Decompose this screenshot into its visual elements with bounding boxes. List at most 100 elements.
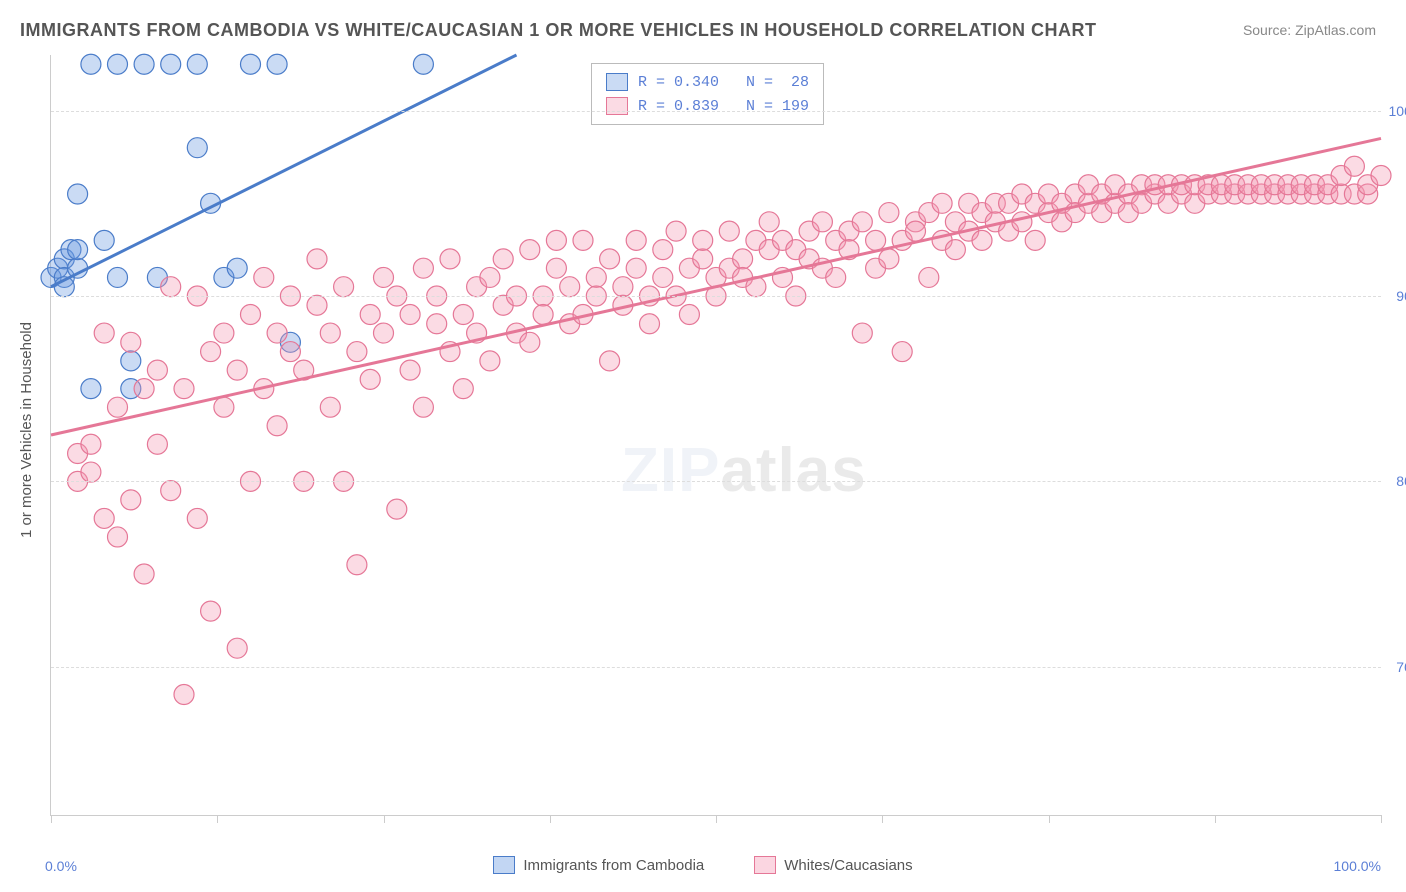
data-point xyxy=(453,305,473,325)
data-point xyxy=(480,267,500,287)
data-point xyxy=(413,258,433,278)
data-point xyxy=(759,212,779,232)
y-tick-label: 100.0% xyxy=(1389,103,1406,119)
data-point xyxy=(108,527,128,547)
data-point xyxy=(453,379,473,399)
data-point xyxy=(174,379,194,399)
legend-item: Whites/Caucasians xyxy=(754,856,912,874)
data-point xyxy=(520,240,540,260)
data-point xyxy=(879,249,899,269)
data-point xyxy=(108,397,128,417)
data-point xyxy=(493,249,513,269)
data-point xyxy=(161,277,181,297)
data-point xyxy=(134,54,154,74)
data-point xyxy=(413,54,433,74)
data-point xyxy=(573,230,593,250)
grid-line xyxy=(51,111,1381,112)
data-point xyxy=(852,212,872,232)
data-point xyxy=(866,230,886,250)
data-point xyxy=(347,342,367,362)
data-point xyxy=(906,221,926,241)
x-tick xyxy=(716,815,717,823)
data-point xyxy=(187,54,207,74)
data-point xyxy=(1344,156,1364,176)
data-point xyxy=(134,379,154,399)
data-point xyxy=(440,249,460,269)
x-tick xyxy=(1381,815,1382,823)
data-point xyxy=(161,481,181,501)
data-point xyxy=(719,221,739,241)
data-point xyxy=(121,332,141,352)
data-point xyxy=(201,342,221,362)
data-point xyxy=(626,230,646,250)
data-point xyxy=(81,379,101,399)
data-point xyxy=(626,258,646,278)
stats-legend: R = 0.340 N = 28R = 0.839 N = 199 xyxy=(591,63,824,125)
data-point xyxy=(1371,165,1391,185)
data-point xyxy=(413,397,433,417)
data-point xyxy=(653,240,673,260)
data-point xyxy=(267,416,287,436)
data-point xyxy=(187,138,207,158)
data-point xyxy=(108,54,128,74)
data-point xyxy=(121,490,141,510)
data-point xyxy=(227,360,247,380)
data-point xyxy=(201,601,221,621)
y-tick-label: 70.0% xyxy=(1396,659,1406,675)
legend-label: Immigrants from Cambodia xyxy=(523,857,704,874)
legend-swatch xyxy=(606,97,628,115)
x-tick xyxy=(217,815,218,823)
data-point xyxy=(560,277,580,297)
data-point xyxy=(81,434,101,454)
data-point xyxy=(134,564,154,584)
x-tick xyxy=(550,815,551,823)
trend-line xyxy=(51,138,1381,435)
data-point xyxy=(932,193,952,213)
data-point xyxy=(161,54,181,74)
data-point xyxy=(546,230,566,250)
data-point xyxy=(187,508,207,528)
stats-legend-row: R = 0.839 N = 199 xyxy=(606,94,809,118)
legend-item: Immigrants from Cambodia xyxy=(493,856,704,874)
chart-title: IMMIGRANTS FROM CAMBODIA VS WHITE/CAUCAS… xyxy=(20,20,1097,41)
data-point xyxy=(533,305,553,325)
data-point xyxy=(586,267,606,287)
legend-swatch xyxy=(754,856,776,874)
data-point xyxy=(1025,230,1045,250)
stats-legend-row: R = 0.340 N = 28 xyxy=(606,70,809,94)
data-point xyxy=(94,508,114,528)
data-point xyxy=(68,258,88,278)
data-point xyxy=(387,499,407,519)
data-point xyxy=(374,323,394,343)
data-point xyxy=(108,267,128,287)
chart-container: IMMIGRANTS FROM CAMBODIA VS WHITE/CAUCAS… xyxy=(0,0,1406,892)
data-point xyxy=(653,267,673,287)
data-point xyxy=(945,240,965,260)
data-point xyxy=(214,397,234,417)
series-legend: Immigrants from Cambodia Whites/Caucasian… xyxy=(0,856,1406,874)
data-point xyxy=(693,230,713,250)
y-tick-label: 80.0% xyxy=(1396,473,1406,489)
data-point xyxy=(334,277,354,297)
data-point xyxy=(280,342,300,362)
x-tick xyxy=(51,815,52,823)
data-point xyxy=(121,351,141,371)
data-point xyxy=(427,314,447,334)
scatter-svg xyxy=(51,55,1381,815)
source-attribution: Source: ZipAtlas.com xyxy=(1243,22,1376,38)
y-axis-title: 1 or more Vehicles in Household xyxy=(18,322,35,538)
data-point xyxy=(360,369,380,389)
data-point xyxy=(174,685,194,705)
data-point xyxy=(546,258,566,278)
data-point xyxy=(480,351,500,371)
data-point xyxy=(68,184,88,204)
data-point xyxy=(307,295,327,315)
data-point xyxy=(892,342,912,362)
data-point xyxy=(320,323,340,343)
data-point xyxy=(879,203,899,223)
data-point xyxy=(307,249,327,269)
data-point xyxy=(919,267,939,287)
data-point xyxy=(400,360,420,380)
x-tick xyxy=(882,815,883,823)
data-point xyxy=(227,638,247,658)
